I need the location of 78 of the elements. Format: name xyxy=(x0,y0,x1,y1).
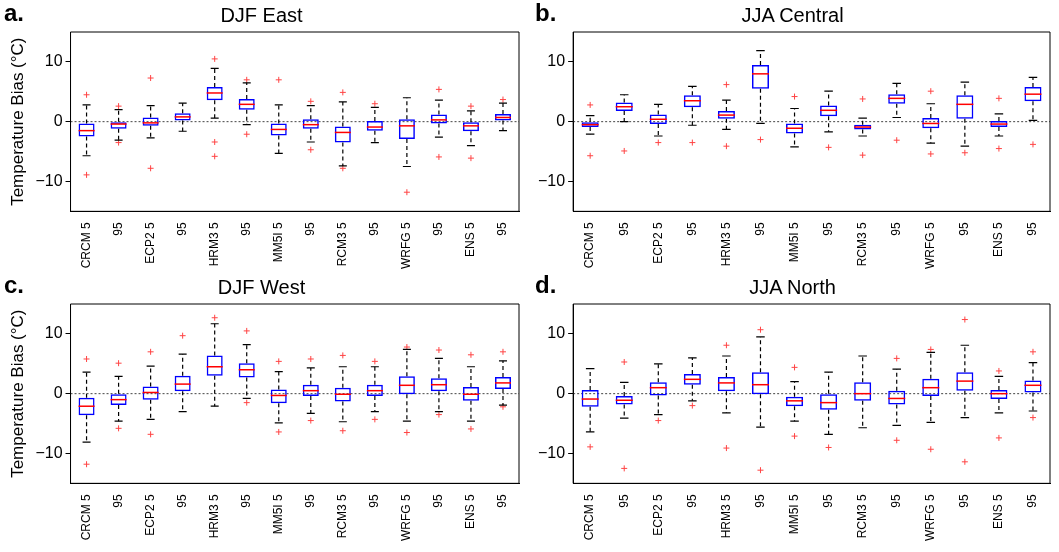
y-tick-label: 10 xyxy=(44,52,63,70)
x-tick-label: 95 xyxy=(684,494,699,508)
y-axis-title: Temperature Bias (°C) xyxy=(7,37,27,206)
x-tick-label: MM5I 5 xyxy=(271,222,286,263)
x-tick-label: RCM3 5 xyxy=(854,222,869,267)
x-tick-label: 95 xyxy=(616,494,631,508)
x-tick-label: RCM3 5 xyxy=(335,222,350,267)
text: d. xyxy=(535,270,557,298)
chart-title: JJA North xyxy=(749,275,836,298)
x-tick-label: 95 xyxy=(889,222,904,236)
x-tick-label: 95 xyxy=(1025,494,1040,508)
x-tick-label: ECP2 5 xyxy=(650,222,665,264)
y-tick-label: −10 xyxy=(35,171,63,189)
y-tick-label: −10 xyxy=(538,171,566,189)
x-tick-label: 95 xyxy=(820,494,835,508)
x-tick-label: WRFG 5 xyxy=(399,222,414,270)
x-tick-label: 95 xyxy=(957,222,972,236)
x-tick-label: ECP2 5 xyxy=(650,494,665,536)
x-tick-label: RCM3 5 xyxy=(335,494,350,539)
y-tick-label: 10 xyxy=(547,324,566,342)
x-tick-label: ENS 5 xyxy=(991,494,1006,530)
chart-title: JJA Central xyxy=(741,3,844,26)
x-tick-label: MM5I 5 xyxy=(786,222,801,263)
x-tick-label: MM5I 5 xyxy=(271,494,286,535)
x-tick-label: 95 xyxy=(174,222,189,236)
x-tick-label: ENS 5 xyxy=(463,494,478,530)
x-tick-label: 95 xyxy=(110,222,125,236)
x-tick-label: ENS 5 xyxy=(991,222,1006,258)
x-tick-label: 95 xyxy=(616,222,631,236)
x-tick-label: 95 xyxy=(367,494,382,508)
x-tick-label: 95 xyxy=(367,222,382,236)
x-tick-label: MM5I 5 xyxy=(786,494,801,535)
x-tick-label: ECP2 5 xyxy=(142,494,157,536)
y-tick-label: 10 xyxy=(547,52,566,70)
x-tick-label: 95 xyxy=(495,222,510,236)
x-tick-label: WRFG 5 xyxy=(399,494,414,542)
x-tick-label: 95 xyxy=(239,222,254,236)
x-tick-label: RCM3 5 xyxy=(854,494,869,539)
y-tick-label: −10 xyxy=(35,443,63,461)
x-tick-label: 95 xyxy=(303,494,318,508)
x-tick-label: CRCM 5 xyxy=(582,222,597,269)
x-tick-label: HRM3 5 xyxy=(207,494,221,539)
x-tick-label: 95 xyxy=(684,222,699,236)
y-axis-title: Temperature Bias (°C) xyxy=(7,309,27,478)
x-tick-label: 95 xyxy=(820,222,835,236)
x-tick-label: HRM3 5 xyxy=(718,494,733,539)
x-tick-label: HRM3 5 xyxy=(718,222,733,267)
y-tick-label: 0 xyxy=(53,384,63,402)
y-tick-label: 10 xyxy=(44,324,63,342)
text: a. xyxy=(4,0,25,26)
chart-title: DJF East xyxy=(220,3,304,26)
x-tick-label: CRCM 5 xyxy=(582,494,597,541)
x-tick-label: 95 xyxy=(752,494,767,508)
chart-title: DJF West xyxy=(217,275,306,298)
y-tick-label: 0 xyxy=(556,384,566,402)
y-tick-label: 0 xyxy=(53,112,63,130)
x-tick-label: 95 xyxy=(303,222,318,236)
x-tick-label: ECP2 5 xyxy=(142,222,157,264)
x-tick-label: 95 xyxy=(239,494,254,508)
y-tick-label: −10 xyxy=(538,443,566,461)
x-tick-label: 95 xyxy=(431,222,446,236)
x-tick-label: 95 xyxy=(431,494,446,508)
x-tick-label: CRCM 5 xyxy=(78,222,93,269)
x-tick-label: 95 xyxy=(957,494,972,508)
x-tick-label: 95 xyxy=(889,494,904,508)
y-tick-label: 0 xyxy=(556,112,566,130)
x-tick-label: 95 xyxy=(110,494,125,508)
x-tick-label: HRM3 5 xyxy=(207,222,221,267)
x-tick-label: 95 xyxy=(495,494,510,508)
x-tick-label: WRFG 5 xyxy=(923,222,938,270)
x-tick-label: 95 xyxy=(1025,222,1040,236)
x-tick-label: 95 xyxy=(752,222,767,236)
text: b. xyxy=(535,0,557,26)
x-tick-label: 95 xyxy=(174,494,189,508)
text: c. xyxy=(4,270,25,298)
x-tick-label: CRCM 5 xyxy=(78,494,93,541)
x-tick-label: WRFG 5 xyxy=(923,494,938,542)
x-tick-label: ENS 5 xyxy=(463,222,478,258)
